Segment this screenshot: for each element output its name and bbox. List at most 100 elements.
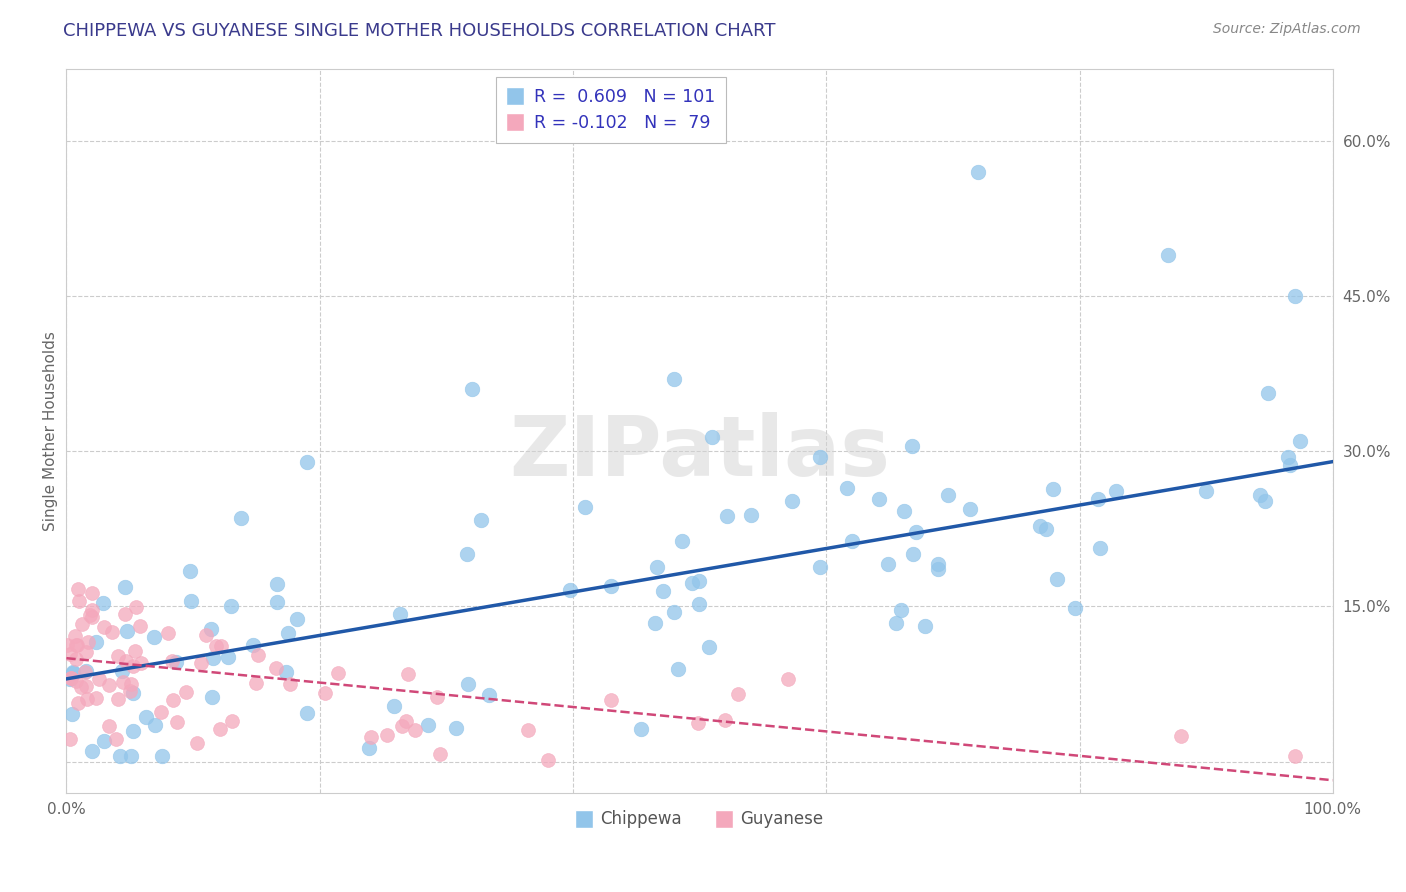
Point <box>91 596 114 610</box>
Point <box>59 731 82 746</box>
Point <box>186 736 208 750</box>
Point <box>664 372 686 386</box>
Point <box>600 692 623 706</box>
Point <box>651 584 673 599</box>
Point <box>835 481 858 495</box>
Point <box>778 672 800 686</box>
Point <box>75 645 97 659</box>
Y-axis label: Single Mother Households: Single Mother Households <box>44 331 58 531</box>
Point <box>1195 483 1218 498</box>
Text: CHIPPEWA VS GUYANESE SINGLE MOTHER HOUSEHOLDS CORRELATION CHART: CHIPPEWA VS GUYANESE SINGLE MOTHER HOUSE… <box>63 22 776 40</box>
Point <box>208 722 231 736</box>
Point <box>69 680 91 694</box>
Point <box>79 607 101 622</box>
Point <box>1105 484 1128 499</box>
Point <box>1045 572 1067 586</box>
Point <box>884 615 907 630</box>
Point <box>359 741 381 756</box>
Point <box>1249 488 1271 502</box>
Point <box>1087 491 1109 506</box>
Point <box>143 630 166 644</box>
Point <box>101 625 124 640</box>
Point <box>1170 729 1192 743</box>
Point <box>328 665 350 680</box>
Point <box>201 650 224 665</box>
Point <box>76 635 98 649</box>
Point <box>115 624 138 638</box>
Point <box>150 749 173 764</box>
Point <box>666 662 689 676</box>
Point <box>166 715 188 730</box>
Point <box>125 599 148 614</box>
Point <box>80 609 103 624</box>
Point <box>671 533 693 548</box>
Point <box>201 690 224 704</box>
Point <box>179 564 201 578</box>
Point <box>967 165 990 179</box>
Point <box>644 615 666 630</box>
Point <box>76 692 98 706</box>
Point <box>927 562 949 576</box>
Point <box>645 560 668 574</box>
Point <box>247 648 270 663</box>
Point <box>841 534 863 549</box>
Point <box>231 511 253 525</box>
Point <box>84 635 107 649</box>
Point <box>122 659 145 673</box>
Point <box>84 690 107 705</box>
Point <box>118 683 141 698</box>
Point <box>1277 450 1299 464</box>
Point <box>205 639 228 653</box>
Point <box>727 687 749 701</box>
Point <box>60 672 83 686</box>
Point <box>688 598 710 612</box>
Point <box>697 640 720 655</box>
Point <box>135 710 157 724</box>
Point <box>165 655 187 669</box>
Point <box>688 716 710 731</box>
Point <box>242 638 264 652</box>
Point <box>905 524 928 539</box>
Point <box>901 439 924 453</box>
Point <box>114 607 136 621</box>
Point <box>150 705 173 719</box>
Point <box>700 430 723 444</box>
Point <box>60 707 83 722</box>
Point <box>869 491 891 506</box>
Point <box>97 678 120 692</box>
Point <box>1284 749 1306 764</box>
Point <box>959 502 981 516</box>
Point <box>295 706 318 720</box>
Point <box>277 626 299 640</box>
Point <box>221 599 243 613</box>
Point <box>80 602 103 616</box>
Point <box>396 666 419 681</box>
Point <box>59 647 82 661</box>
Point <box>105 731 128 746</box>
Point <box>73 665 96 679</box>
Point <box>314 686 336 700</box>
Point <box>395 714 418 728</box>
Point <box>65 673 87 688</box>
Point <box>1289 434 1312 448</box>
Point <box>200 622 222 636</box>
Point <box>190 656 212 670</box>
Point <box>80 744 103 758</box>
Point <box>404 723 426 737</box>
Point <box>740 508 762 523</box>
Point <box>890 603 912 617</box>
Point <box>558 582 581 597</box>
Point <box>266 595 288 609</box>
Point <box>1042 482 1064 496</box>
Point <box>63 629 86 643</box>
Point <box>143 718 166 732</box>
Point <box>426 690 449 704</box>
Point <box>893 504 915 518</box>
Point <box>67 594 90 608</box>
Point <box>195 628 218 642</box>
Point <box>111 664 134 678</box>
Point <box>70 616 93 631</box>
Point <box>115 655 138 669</box>
Point <box>1284 289 1306 303</box>
Point <box>162 692 184 706</box>
